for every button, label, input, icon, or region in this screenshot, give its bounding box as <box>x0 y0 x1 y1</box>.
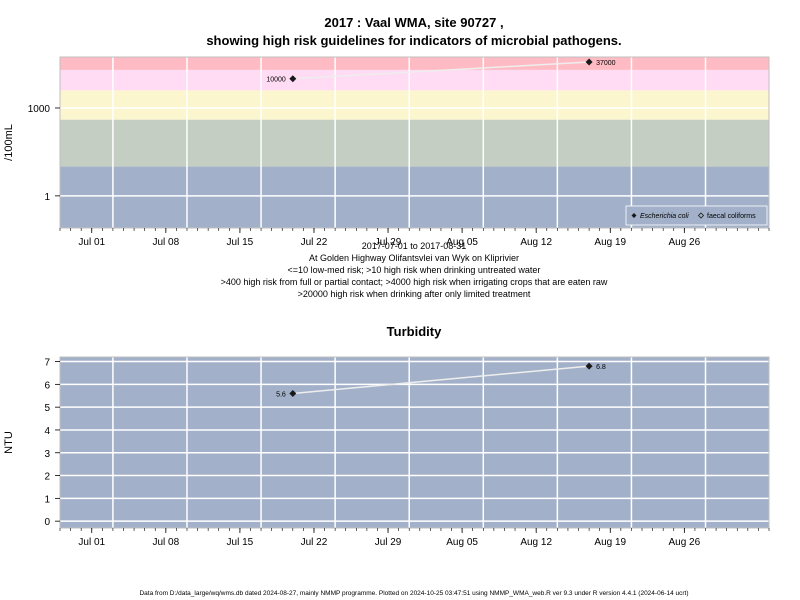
x-tick-label: Aug 12 <box>520 237 552 248</box>
x-tick-label: Jul 15 <box>227 237 254 248</box>
x-tick-label: Aug 19 <box>594 537 626 548</box>
x-tick-label: Aug 05 <box>446 537 478 548</box>
y-tick-label: 4 <box>44 426 50 437</box>
data-label: 5.6 <box>276 391 286 398</box>
y-tick-label: 7 <box>44 358 50 369</box>
footer-note: Data from D:/data_large/wq/wms.db dated … <box>139 590 688 597</box>
x-tick-label: Jul 22 <box>301 237 328 248</box>
x-tick-label: Aug 12 <box>520 537 552 548</box>
caption-line-2: At Golden Highway Olifantsvlei van Wyk o… <box>309 253 519 263</box>
y-tick-label: 1 <box>44 494 50 505</box>
y-tick-label: 1 <box>44 192 50 203</box>
x-tick-label: Jul 22 <box>301 537 328 548</box>
caption-line-3: <=10 low-med risk; >10 high risk when dr… <box>288 265 541 275</box>
data-label: 37000 <box>596 60 616 67</box>
risk-band-1 <box>60 119 769 167</box>
plot-frame <box>59 56 770 229</box>
pathogen-chart: Jul 01 Jul 08 Jul 15 Jul 22 Jul 29 Aug 05 Aug … <box>3 56 770 248</box>
plot-background <box>60 357 769 528</box>
legend-label: faecal coliforms <box>707 213 756 220</box>
data-label: 10000 <box>266 77 286 84</box>
risk-band-3 <box>60 69 769 91</box>
x-tick-label: Jul 01 <box>78 537 105 548</box>
data-point <box>585 58 593 66</box>
x-tick-label: Jul 29 <box>375 237 402 248</box>
y-axis-label: /100mL <box>3 124 15 161</box>
x-tick-label: Jul 15 <box>227 537 254 548</box>
x-tick-label: Aug 05 <box>446 237 478 248</box>
series-line <box>292 365 590 395</box>
y-tick-label: 5 <box>44 403 50 414</box>
risk-band-4 <box>60 57 769 70</box>
x-tick-label: Aug 26 <box>668 237 700 248</box>
x-tick-label: Jul 01 <box>78 237 105 248</box>
legend-marker-filled <box>631 213 637 218</box>
y-tick-label: 2 <box>44 472 50 483</box>
y-tick-label: 0 <box>44 517 50 528</box>
x-tick-label: Aug 26 <box>668 537 700 548</box>
x-tick-label: Jul 29 <box>375 537 402 548</box>
x-tick-label: Jul 08 <box>152 237 179 248</box>
turbidity-chart: Jul 01 Jul 08 Jul 15 Jul 22 Jul 29 Aug 05 Aug … <box>3 356 770 548</box>
caption-line-5: >20000 high risk when drinking after onl… <box>298 289 531 299</box>
y-tick-label: 3 <box>44 449 50 460</box>
page-title-line-1: 2017 : Vaal WMA, site 90727 , <box>324 15 503 30</box>
legend-box <box>625 205 768 226</box>
plot-frame <box>59 356 770 529</box>
x-tick-label: Aug 19 <box>594 237 626 248</box>
data-point <box>289 75 297 83</box>
risk-band-2 <box>60 90 769 120</box>
data-point <box>585 362 593 370</box>
data-point <box>289 389 297 397</box>
x-tick-label: Jul 08 <box>152 537 179 548</box>
data-label: 6.8 <box>596 364 606 371</box>
legend-marker-open <box>697 212 705 219</box>
caption-line-1: 2017-07-01 to 2017-08-31 <box>362 241 467 251</box>
y-tick-label: 1000 <box>28 104 51 115</box>
turbidity-title: Turbidity <box>387 324 442 339</box>
page-title-line-2: showing high risk guidelines for indicat… <box>206 33 621 48</box>
caption-line-4: >400 high risk from full or partial cont… <box>221 277 608 287</box>
y-tick-label: 6 <box>44 380 50 391</box>
y-axis-label: NTU <box>3 431 15 454</box>
series-line <box>292 61 590 80</box>
legend-label: Escherichia coli <box>640 213 689 220</box>
